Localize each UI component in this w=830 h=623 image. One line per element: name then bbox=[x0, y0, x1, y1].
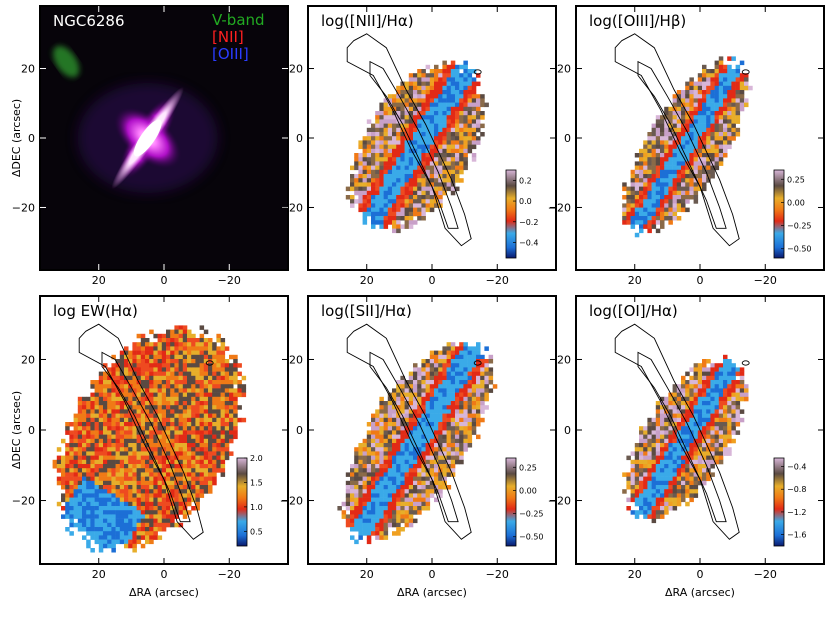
panel-3: 0.25 0.00 −0.25 −0.50 20 0 −20 20 0 −20 log([OIII]… bbox=[548, 5, 825, 287]
x-axis-label: ΔRA (arcsec) bbox=[665, 586, 735, 599]
colorbar: 0.25 0.00 −0.25 −0.50 bbox=[505, 457, 544, 547]
contours bbox=[614, 323, 750, 540]
x-tick-label: 0 bbox=[697, 274, 704, 287]
map-pixels bbox=[622, 56, 753, 238]
x-tick-label: 20 bbox=[92, 568, 106, 581]
y-tick-label: 0 bbox=[564, 132, 571, 145]
colorbar: 0.2 0.0 −0.2 −0.4 bbox=[505, 169, 538, 259]
contour-island bbox=[205, 360, 214, 366]
x-axis-label: ΔRA (arcsec) bbox=[129, 586, 199, 599]
x-tick-label: 20 bbox=[92, 274, 106, 287]
colorbar-tick-label: −0.4 bbox=[519, 238, 538, 247]
panel-6: −0.4 −0.8 −1.2 −1.6 20 0 −20 20 0 −20 log([OI]/Hα)… bbox=[548, 295, 825, 599]
y-tick-label: 20 bbox=[557, 353, 571, 366]
y-tick-label: 20 bbox=[21, 353, 35, 366]
y-tick-label: −20 bbox=[548, 495, 571, 508]
colorbar-tick-label: 1.0 bbox=[250, 503, 263, 512]
map-pixels bbox=[337, 342, 498, 545]
panel-title: log EW(Hα) bbox=[53, 302, 138, 320]
colorbar: 0.25 0.00 −0.25 −0.50 bbox=[773, 169, 812, 259]
colorbar-tick-label: 0.5 bbox=[250, 527, 263, 536]
colorbar-tick-label: 0.25 bbox=[787, 175, 805, 184]
y-tick-label: 20 bbox=[289, 353, 303, 366]
galaxy-image bbox=[52, 45, 218, 193]
contours bbox=[78, 323, 214, 540]
panel-title: NGC6286 bbox=[53, 12, 125, 30]
x-tick-label: 0 bbox=[697, 568, 704, 581]
panel-title: log([SII]/Hα) bbox=[321, 302, 412, 320]
colorbar-tick-label: 0.0 bbox=[519, 197, 532, 206]
contour-island bbox=[473, 360, 482, 366]
panel-4: 2.0 1.5 1.0 0.5 20 0 −20 20 0 −20 log EW(Hα) ΔDEC (… bbox=[10, 295, 289, 599]
x-tick-label: −20 bbox=[218, 274, 241, 287]
y-axis-label: ΔDEC (arcsec) bbox=[10, 391, 23, 469]
contour-island bbox=[741, 69, 750, 75]
x-tick-label: −20 bbox=[754, 274, 777, 287]
map-pixels bbox=[52, 325, 247, 553]
y-tick-label: 20 bbox=[21, 63, 35, 76]
panel-5: 0.25 0.00 −0.25 −0.50 20 0 −20 20 0 −20 log([SII]/… bbox=[280, 295, 557, 599]
colorbar-tick-label: 0.25 bbox=[519, 463, 537, 472]
legend-entry: [NII] bbox=[212, 28, 244, 46]
colorbar: −0.4 −0.8 −1.2 −1.6 bbox=[773, 457, 806, 547]
y-tick-label: 0 bbox=[296, 424, 303, 437]
x-tick-label: −20 bbox=[486, 274, 509, 287]
colorbar-tick-label: 0.00 bbox=[787, 198, 805, 207]
x-tick-label: 20 bbox=[360, 274, 374, 287]
y-tick-label: −20 bbox=[12, 201, 35, 214]
panel-title: log([OI]/Hα) bbox=[589, 302, 678, 320]
contour-island bbox=[741, 360, 750, 366]
y-tick-label: −20 bbox=[12, 495, 35, 508]
y-tick-label: 20 bbox=[557, 63, 571, 76]
y-tick-label: −20 bbox=[548, 201, 571, 214]
panel-title: log([OIII]/Hβ) bbox=[589, 12, 686, 30]
y-tick-label: 0 bbox=[28, 132, 35, 145]
colorbar-tick-label: 0.2 bbox=[519, 176, 532, 185]
colorbar-tick-label: −0.2 bbox=[519, 218, 538, 227]
colorbar-tick-label: −0.50 bbox=[787, 245, 812, 254]
x-tick-label: 20 bbox=[628, 568, 642, 581]
colorbar-tick-label: −0.8 bbox=[787, 485, 806, 494]
contours bbox=[346, 323, 482, 540]
contour-island bbox=[473, 69, 482, 75]
x-tick-label: −20 bbox=[218, 568, 241, 581]
colorbar-tick-label: −0.25 bbox=[519, 510, 544, 519]
y-tick-label: −20 bbox=[280, 495, 303, 508]
colorbar-tick-label: 0.00 bbox=[519, 486, 537, 495]
x-tick-label: 20 bbox=[628, 274, 642, 287]
colorbar-tick-label: −0.50 bbox=[519, 533, 544, 542]
y-tick-label: 0 bbox=[28, 424, 35, 437]
x-axis-label: ΔRA (arcsec) bbox=[397, 586, 467, 599]
colorbar-tick-label: −0.4 bbox=[787, 463, 806, 472]
y-tick-label: −20 bbox=[280, 201, 303, 214]
x-tick-label: 0 bbox=[161, 274, 168, 287]
x-tick-label: 0 bbox=[429, 274, 436, 287]
y-axis-label: ΔDEC (arcsec) bbox=[10, 99, 23, 177]
colorbar: 2.0 1.5 1.0 0.5 bbox=[236, 454, 263, 547]
panel-2: 0.2 0.0 −0.2 −0.4 20 0 −20 20 0 −20 log([NII]/Hα) bbox=[280, 5, 557, 287]
panel-1: 20 0 −20 20 0 −20 NGC6286 V-band[NII][OIII] ΔDEC… bbox=[10, 5, 289, 287]
contours bbox=[346, 33, 482, 247]
y-tick-label: 20 bbox=[289, 63, 303, 76]
panel-title: log([NII]/Hα) bbox=[321, 12, 414, 30]
x-tick-label: −20 bbox=[754, 568, 777, 581]
x-tick-label: −20 bbox=[486, 568, 509, 581]
colorbar-tick-label: −0.25 bbox=[787, 222, 812, 231]
x-tick-label: 0 bbox=[161, 568, 168, 581]
y-tick-label: 0 bbox=[296, 132, 303, 145]
x-tick-label: 20 bbox=[360, 568, 374, 581]
legend-entry: [OIII] bbox=[212, 45, 249, 63]
colorbar-tick-label: −1.6 bbox=[787, 531, 806, 540]
y-tick-label: 0 bbox=[564, 424, 571, 437]
colorbar-tick-label: −1.2 bbox=[787, 508, 806, 517]
colorbar-tick-label: 2.0 bbox=[250, 454, 263, 463]
contours bbox=[614, 33, 750, 247]
legend-entry: V-band bbox=[212, 11, 265, 29]
colorbar-tick-label: 1.5 bbox=[250, 478, 263, 487]
x-tick-label: 0 bbox=[429, 568, 436, 581]
map-pixels bbox=[345, 60, 489, 234]
